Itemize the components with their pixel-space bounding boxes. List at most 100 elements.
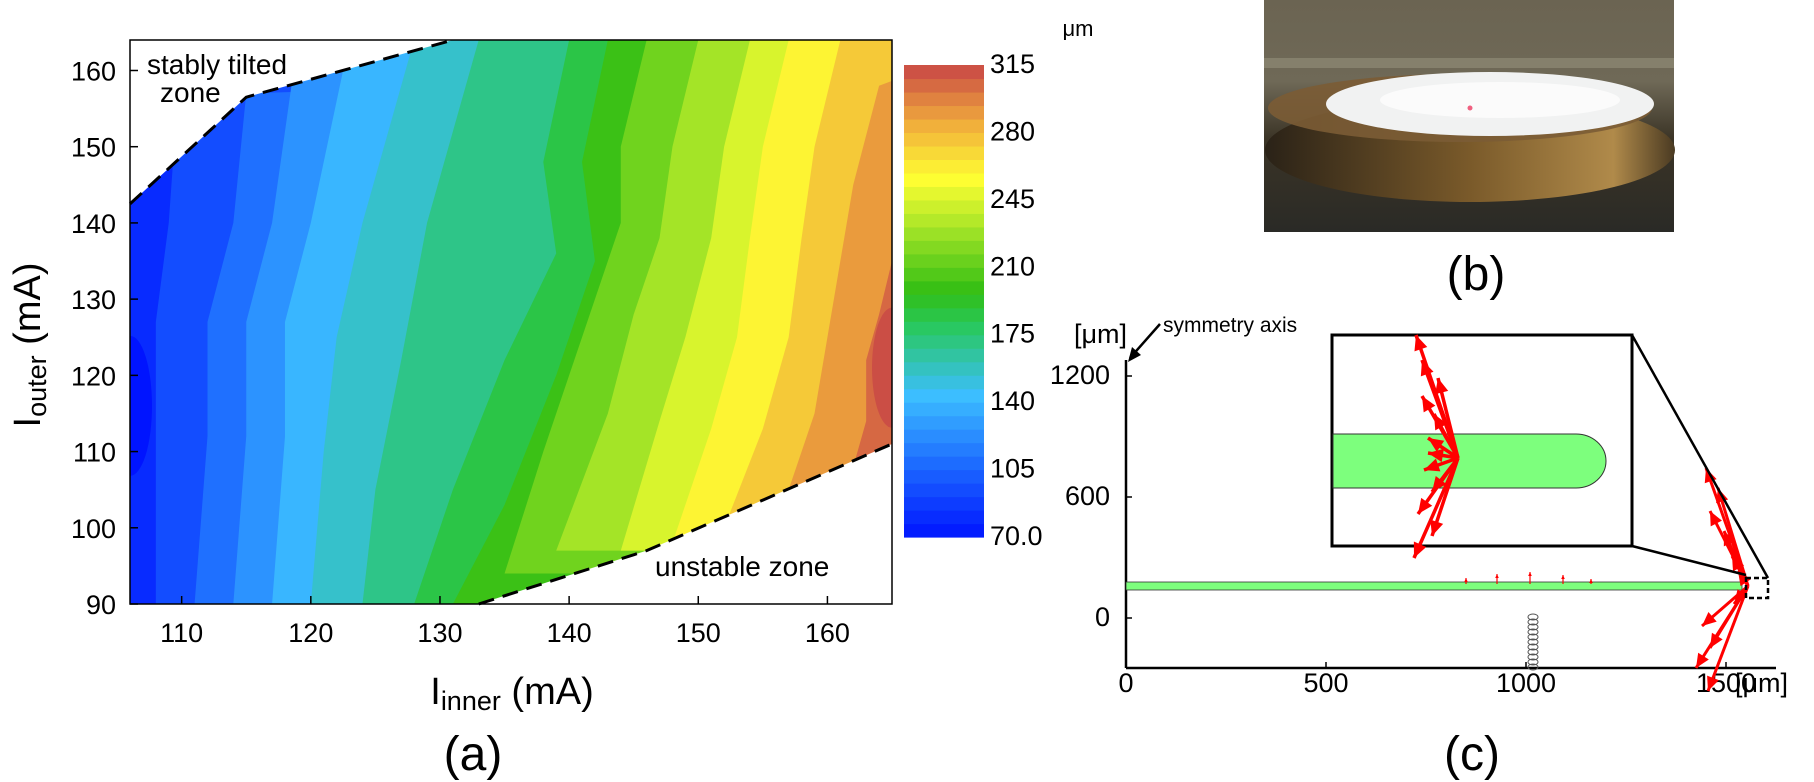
panel-a: 110 120 130 140 150 160 901001101201301401501… bbox=[7, 16, 1094, 781]
colorbar-level bbox=[904, 91, 984, 107]
colorbar-level bbox=[904, 65, 984, 80]
x-tick-label: 130 bbox=[417, 618, 462, 648]
coil-turn bbox=[1527, 648, 1539, 656]
coil-turn bbox=[1527, 658, 1539, 666]
force-arrow-head bbox=[1732, 556, 1745, 572]
y-axis-label: Iouter (mA) bbox=[7, 263, 52, 428]
c-x-tick-label: 500 bbox=[1303, 668, 1348, 698]
colorbar-level bbox=[904, 456, 984, 471]
force-arrow-head bbox=[1435, 378, 1449, 395]
unstable-zone-mask bbox=[478, 443, 892, 604]
colorbar-level bbox=[904, 159, 984, 174]
inset bbox=[1330, 333, 1634, 559]
colorbar-level bbox=[904, 213, 984, 228]
colorbar-level bbox=[904, 253, 984, 268]
c-x-tick-label: 1000 bbox=[1496, 668, 1556, 698]
force-arrow-head bbox=[1420, 360, 1434, 377]
x-tick-label: 120 bbox=[288, 618, 333, 648]
x-tick-label: 110 bbox=[160, 618, 203, 648]
excluded-zones bbox=[130, 40, 892, 604]
force-arrow-head bbox=[1702, 612, 1717, 626]
symmetry-arrow-head bbox=[1128, 347, 1141, 362]
c-x-ticks: 0 500 1000 1500 bbox=[1118, 662, 1756, 698]
colorbar-level bbox=[904, 267, 984, 282]
panel-label-b: (b) bbox=[1447, 248, 1506, 301]
plot-frame bbox=[129, 39, 893, 605]
symmetry-axis-label: symmetry axis bbox=[1163, 314, 1297, 337]
force-arrow-head bbox=[1723, 531, 1736, 547]
colorbar-level bbox=[904, 402, 984, 417]
colorbar-level bbox=[904, 145, 984, 160]
colorbar: 315 280 245 210 175 140 105 70.0 bbox=[904, 49, 1043, 551]
y-tick-label: 160 bbox=[71, 56, 116, 86]
inset-plate-edge bbox=[1332, 433, 1607, 489]
coil-turn bbox=[1527, 643, 1539, 651]
coil-turn bbox=[1527, 618, 1539, 626]
colorbar-level bbox=[904, 307, 984, 322]
coil-turn bbox=[1527, 663, 1539, 671]
y-axis-ticks: 90 100 110 120 130 140 150 160 bbox=[71, 56, 138, 620]
zoom-line-bottom bbox=[1631, 544, 1747, 577]
zoom-line-top bbox=[1630, 334, 1770, 579]
contour-maximum bbox=[872, 307, 892, 428]
force-arrow-head bbox=[1495, 574, 1499, 578]
colorbar-level bbox=[904, 118, 984, 134]
force-arrow-head bbox=[1418, 497, 1433, 514]
zoom-region bbox=[1744, 576, 1770, 600]
force-arrow-head bbox=[1430, 519, 1444, 536]
y-tick-label: 110 bbox=[73, 438, 116, 468]
coil-turn bbox=[1527, 638, 1539, 646]
x-tick-label: 150 bbox=[676, 618, 721, 648]
y-tick-label: 120 bbox=[71, 361, 116, 391]
colorbar-level bbox=[904, 294, 984, 309]
colorbar-level bbox=[904, 334, 984, 349]
colorbar-tick-label: 105 bbox=[990, 454, 1035, 484]
colorbar-level bbox=[904, 388, 984, 403]
colorbar-tick-label: 70.0 bbox=[990, 521, 1043, 551]
colorbar-tick-label: 210 bbox=[990, 251, 1035, 281]
stable-zone-label-line1: stably tilted bbox=[147, 49, 287, 80]
force-arrow-head bbox=[1707, 675, 1719, 691]
colorbar-level bbox=[904, 348, 984, 363]
force-arrow-head bbox=[1696, 652, 1709, 668]
colorbar-level bbox=[904, 240, 984, 255]
x-tick-label: 160 bbox=[805, 618, 850, 648]
colorbar-level bbox=[904, 280, 984, 295]
stable-zone-label-line2: zone bbox=[160, 77, 221, 108]
colorbar-level bbox=[904, 199, 984, 214]
panel-c: 0 500 1000 1500 0 600 1200 [μm] [μm] symmetry… bbox=[1050, 314, 1788, 781]
colorbar-level bbox=[904, 361, 984, 376]
colorbar-level bbox=[904, 483, 984, 498]
colorbar-level bbox=[904, 496, 984, 511]
c-y-tick-label: 0 bbox=[1095, 602, 1110, 632]
colorbar-level bbox=[904, 78, 984, 93]
photo-dish-edge bbox=[1264, 58, 1674, 68]
colorbar-level bbox=[904, 510, 984, 525]
x-tick-label: 140 bbox=[547, 618, 592, 648]
y-tick-label: 150 bbox=[71, 133, 116, 163]
coil-turn bbox=[1527, 623, 1539, 631]
force-arrow-head bbox=[1528, 572, 1532, 576]
colorbar-level bbox=[904, 186, 984, 201]
colorbar-tick-label: 175 bbox=[990, 319, 1035, 349]
colorbar-tick-label: 245 bbox=[990, 184, 1035, 214]
colorbar-level bbox=[904, 429, 984, 444]
c-x-unit-label: [μm] bbox=[1735, 668, 1788, 698]
colorbar-level bbox=[904, 132, 984, 147]
force-arrow-head bbox=[1434, 414, 1448, 431]
c-y-ticks: 0 600 1200 bbox=[1050, 360, 1132, 632]
force-arrow-head bbox=[1561, 575, 1565, 579]
plate-cross-section bbox=[1125, 581, 1743, 591]
force-arrow-head bbox=[1589, 579, 1593, 583]
y-tick-label: 140 bbox=[71, 209, 116, 239]
force-arrow-head bbox=[1413, 541, 1427, 558]
force-arrow-head bbox=[1734, 589, 1748, 604]
force-arrow bbox=[1412, 457, 1460, 559]
colorbar-unit: μm bbox=[1062, 16, 1093, 41]
panel-label-c: (c) bbox=[1444, 728, 1500, 781]
colorbar-tick-label: 280 bbox=[990, 116, 1035, 146]
c-y-tick-label: 1200 bbox=[1050, 360, 1110, 390]
coil-turn bbox=[1527, 628, 1539, 636]
colorbar-level bbox=[904, 226, 984, 241]
